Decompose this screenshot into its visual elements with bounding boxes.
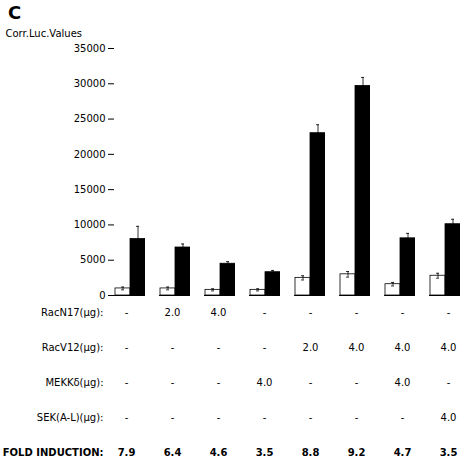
svg-text:4.7: 4.7	[394, 447, 412, 458]
svg-text:4.0: 4.0	[441, 412, 457, 423]
svg-text:4.0: 4.0	[395, 342, 411, 353]
svg-text:4.0: 4.0	[441, 342, 457, 353]
svg-text:2.0: 2.0	[165, 307, 181, 318]
svg-text:MEKKδ(μg):: MEKKδ(μg):	[45, 377, 103, 388]
svg-text:5000: 5000	[80, 254, 105, 265]
svg-text:-: -	[309, 307, 313, 318]
svg-text:-: -	[217, 377, 221, 388]
svg-text:-: -	[217, 342, 221, 353]
svg-text:30000: 30000	[74, 78, 106, 89]
svg-text:10000: 10000	[74, 219, 106, 230]
svg-text:2.0: 2.0	[303, 342, 319, 353]
svg-text:-: -	[355, 412, 359, 423]
svg-text:4.0: 4.0	[349, 342, 365, 353]
svg-text:-: -	[263, 342, 267, 353]
svg-text:-: -	[263, 412, 267, 423]
svg-text:RacV12(μg):: RacV12(μg):	[42, 342, 104, 353]
svg-text:4.0: 4.0	[257, 377, 273, 388]
svg-text:-: -	[401, 412, 405, 423]
svg-text:8.8: 8.8	[302, 447, 320, 458]
svg-text:15000: 15000	[74, 184, 106, 195]
svg-text:-: -	[401, 307, 405, 318]
svg-text:-: -	[171, 342, 175, 353]
svg-text:-: -	[355, 377, 359, 388]
svg-text:-: -	[171, 412, 175, 423]
svg-text:FOLD INDUCTION:: FOLD INDUCTION:	[3, 447, 104, 458]
svg-text:-: -	[263, 307, 267, 318]
svg-text:7.9: 7.9	[118, 447, 136, 458]
svg-text:-: -	[309, 412, 313, 423]
svg-text:-: -	[125, 307, 129, 318]
html-text:C: C	[8, 2, 22, 23]
svg-text:-: -	[355, 307, 359, 318]
svg-text:20000: 20000	[74, 149, 106, 160]
svg-text:SEK(A-L)(μg):: SEK(A-L)(μg):	[37, 412, 104, 423]
svg-text:4.0: 4.0	[395, 377, 411, 388]
svg-text:-: -	[447, 307, 451, 318]
svg-text:25000: 25000	[74, 113, 106, 124]
svg-text:4.0: 4.0	[211, 307, 227, 318]
svg-text:-: -	[217, 412, 221, 423]
svg-text:6.4: 6.4	[164, 447, 182, 458]
svg-text:-: -	[447, 377, 451, 388]
svg-text:-: -	[171, 377, 175, 388]
svg-text:0: 0	[99, 290, 105, 301]
svg-text:Corr.Luc.Values: Corr.Luc.Values	[6, 28, 83, 39]
svg-text:4.6: 4.6	[210, 447, 228, 458]
svg-text:3.5: 3.5	[256, 447, 274, 458]
svg-text:-: -	[309, 377, 313, 388]
svg-text:-: -	[125, 342, 129, 353]
svg-text:RacN17(μg):: RacN17(μg):	[41, 307, 103, 318]
svg-text:-: -	[125, 377, 129, 388]
svg-text:9.2: 9.2	[348, 447, 366, 458]
svg-text:35000: 35000	[74, 43, 106, 54]
svg-text:-: -	[125, 412, 129, 423]
svg-text:3.5: 3.5	[440, 447, 458, 458]
